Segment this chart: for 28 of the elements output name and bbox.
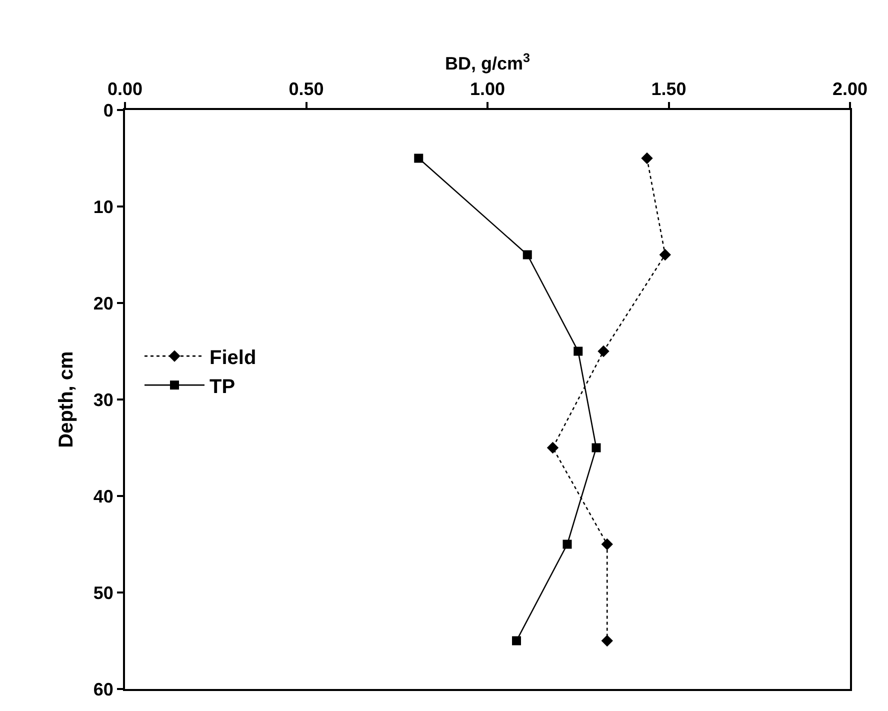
point [522, 250, 532, 260]
point [641, 152, 653, 164]
y-tick-label: 10 [93, 196, 114, 217]
y-tick-label: 50 [93, 582, 114, 603]
x-tick-label: 0.00 [107, 78, 143, 99]
point [414, 154, 424, 163]
legend-label: Field [210, 346, 256, 369]
x-axis-title: BD, g/cm$^{3}$ [444, 50, 530, 74]
point [574, 346, 583, 356]
point [598, 345, 610, 358]
y-axis-title: Depth, cm [55, 351, 78, 448]
y-tick-label: 40 [93, 486, 114, 506]
x-tick-label: 1.00 [470, 78, 506, 99]
legend-label: TP [210, 376, 236, 398]
x-tick-label: 1.50 [651, 78, 686, 99]
y-tick-label: 30 [93, 390, 114, 410]
point [601, 634, 613, 647]
point [601, 538, 613, 550]
y-tick-label: 20 [93, 293, 114, 314]
point [562, 540, 572, 549]
point [592, 443, 601, 452]
x-tick-label: 0.50 [288, 78, 324, 99]
y-tick-label: 60 [93, 679, 114, 700]
point [512, 636, 521, 646]
point [546, 442, 559, 454]
point [659, 248, 671, 261]
x-tick-label: 2.00 [832, 78, 868, 99]
y-tick-label: 0 [103, 100, 114, 120]
